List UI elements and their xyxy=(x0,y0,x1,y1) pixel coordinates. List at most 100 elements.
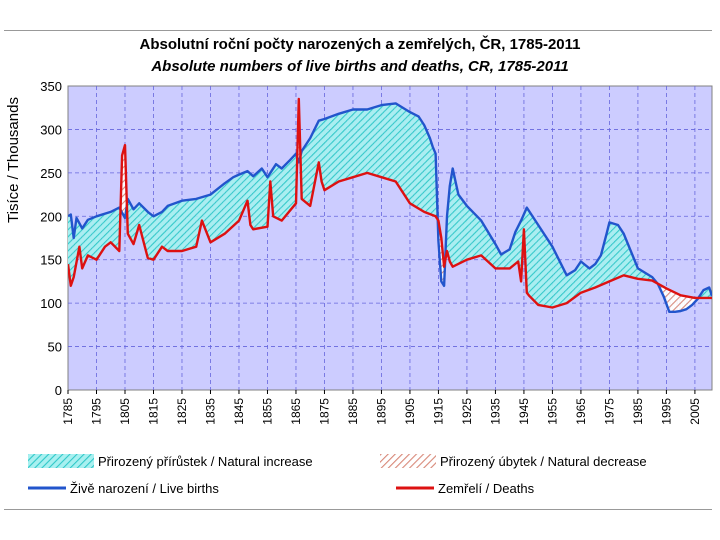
natural-increase-area xyxy=(559,261,561,306)
legend-deaths-label: Zemřelí / Deaths xyxy=(438,481,535,496)
natural-increase-area xyxy=(503,251,506,269)
natural-increase-area xyxy=(337,113,339,183)
natural-increase-area xyxy=(107,212,110,245)
natural-increase-area xyxy=(424,125,426,213)
natural-increase-area xyxy=(150,214,153,260)
natural-increase-area xyxy=(283,165,285,219)
natural-increase-area xyxy=(130,204,133,242)
natural-increase-area xyxy=(102,214,104,252)
natural-increase-area xyxy=(224,182,227,234)
natural-increase-area xyxy=(399,105,402,191)
natural-increase-area xyxy=(109,211,111,244)
y-axis-label: Tisíce / Thousands xyxy=(5,97,22,223)
natural-increase-area xyxy=(629,247,631,278)
natural-increase-area xyxy=(132,206,134,245)
natural-decrease-area xyxy=(673,291,675,312)
natural-increase-area xyxy=(471,210,473,259)
natural-increase-area xyxy=(449,177,452,265)
natural-increase-area xyxy=(256,172,258,229)
natural-increase-area xyxy=(313,129,315,192)
natural-increase-area xyxy=(454,175,456,266)
natural-increase-area xyxy=(216,188,218,239)
natural-increase-area xyxy=(462,200,465,262)
natural-increase-area xyxy=(190,199,192,249)
natural-increase-area xyxy=(640,270,643,280)
natural-increase-area xyxy=(196,198,198,247)
natural-increase-area xyxy=(495,244,497,269)
natural-increase-area xyxy=(431,142,433,216)
natural-increase-area xyxy=(333,115,335,186)
natural-increase-area xyxy=(546,238,549,307)
natural-increase-area xyxy=(328,116,331,188)
natural-increase-area xyxy=(261,168,264,228)
natural-increase-area xyxy=(612,223,614,281)
natural-increase-area xyxy=(600,249,603,286)
natural-increase-area xyxy=(516,226,519,263)
natural-increase-area xyxy=(578,263,580,295)
natural-increase-area xyxy=(180,200,182,252)
natural-increase-area xyxy=(254,173,257,230)
natural-decrease-area xyxy=(680,295,683,311)
natural-increase-area xyxy=(375,106,378,176)
x-tick-label: 1785 xyxy=(61,398,75,425)
natural-increase-area xyxy=(630,251,633,278)
natural-increase-area xyxy=(432,146,435,216)
x-tick-label: 1935 xyxy=(488,398,502,425)
natural-increase-area xyxy=(637,268,640,279)
natural-increase-area xyxy=(281,167,284,221)
natural-increase-area xyxy=(338,113,341,182)
natural-decrease-area xyxy=(677,293,680,312)
natural-increase-area xyxy=(458,194,460,264)
natural-increase-area xyxy=(409,112,412,205)
x-tick-label: 1815 xyxy=(146,398,160,425)
natural-increase-area xyxy=(347,110,349,179)
natural-increase-area xyxy=(385,104,388,179)
natural-increase-area xyxy=(506,250,509,269)
natural-increase-area xyxy=(563,269,566,305)
deaths-line xyxy=(68,97,712,309)
x-tick-label: 1885 xyxy=(346,398,360,425)
natural-increase-area xyxy=(575,267,577,297)
natural-increase-area xyxy=(365,109,368,174)
natural-increase-area xyxy=(133,207,135,245)
live-births-line xyxy=(68,102,712,313)
natural-increase-area xyxy=(160,211,163,249)
y-tick-label: 100 xyxy=(40,296,62,311)
natural-increase-area xyxy=(156,214,158,256)
natural-increase-area xyxy=(260,168,262,229)
x-tick-label: 1865 xyxy=(289,398,303,425)
natural-increase-area xyxy=(344,111,346,180)
natural-increase-area xyxy=(461,198,463,263)
natural-increase-area xyxy=(221,184,224,236)
natural-increase-area xyxy=(570,271,573,301)
natural-increase-area xyxy=(100,214,103,254)
natural-decrease-area xyxy=(676,293,678,312)
natural-increase-area xyxy=(191,199,194,248)
natural-increase-area xyxy=(595,261,597,288)
natural-increase-area xyxy=(181,200,184,252)
natural-increase-area xyxy=(241,172,244,214)
natural-increase-area xyxy=(354,109,356,177)
y-axis: 0 50 100 150 200 250 300 350 xyxy=(40,79,62,398)
natural-increase-area xyxy=(210,193,212,243)
natural-increase-area xyxy=(606,228,608,283)
natural-increase-area xyxy=(253,175,255,230)
natural-increase-area xyxy=(582,262,584,293)
natural-increase-area xyxy=(274,164,277,218)
natural-increase-area xyxy=(113,209,116,247)
natural-increase-area xyxy=(642,271,644,280)
natural-increase-area xyxy=(494,241,496,269)
natural-increase-area xyxy=(243,172,245,211)
natural-increase-area xyxy=(110,211,113,244)
x-tick-label: 1955 xyxy=(545,398,559,425)
natural-increase-area xyxy=(362,109,365,175)
natural-increase-area xyxy=(572,271,574,299)
natural-increase-area xyxy=(378,105,381,177)
natural-increase-area xyxy=(496,246,499,269)
natural-increase-area xyxy=(491,237,493,266)
natural-increase-area xyxy=(428,134,430,215)
natural-increase-area xyxy=(226,181,228,233)
x-tick-label: 1905 xyxy=(403,398,417,425)
natural-increase-area xyxy=(341,112,343,181)
natural-increase-area xyxy=(97,215,100,258)
